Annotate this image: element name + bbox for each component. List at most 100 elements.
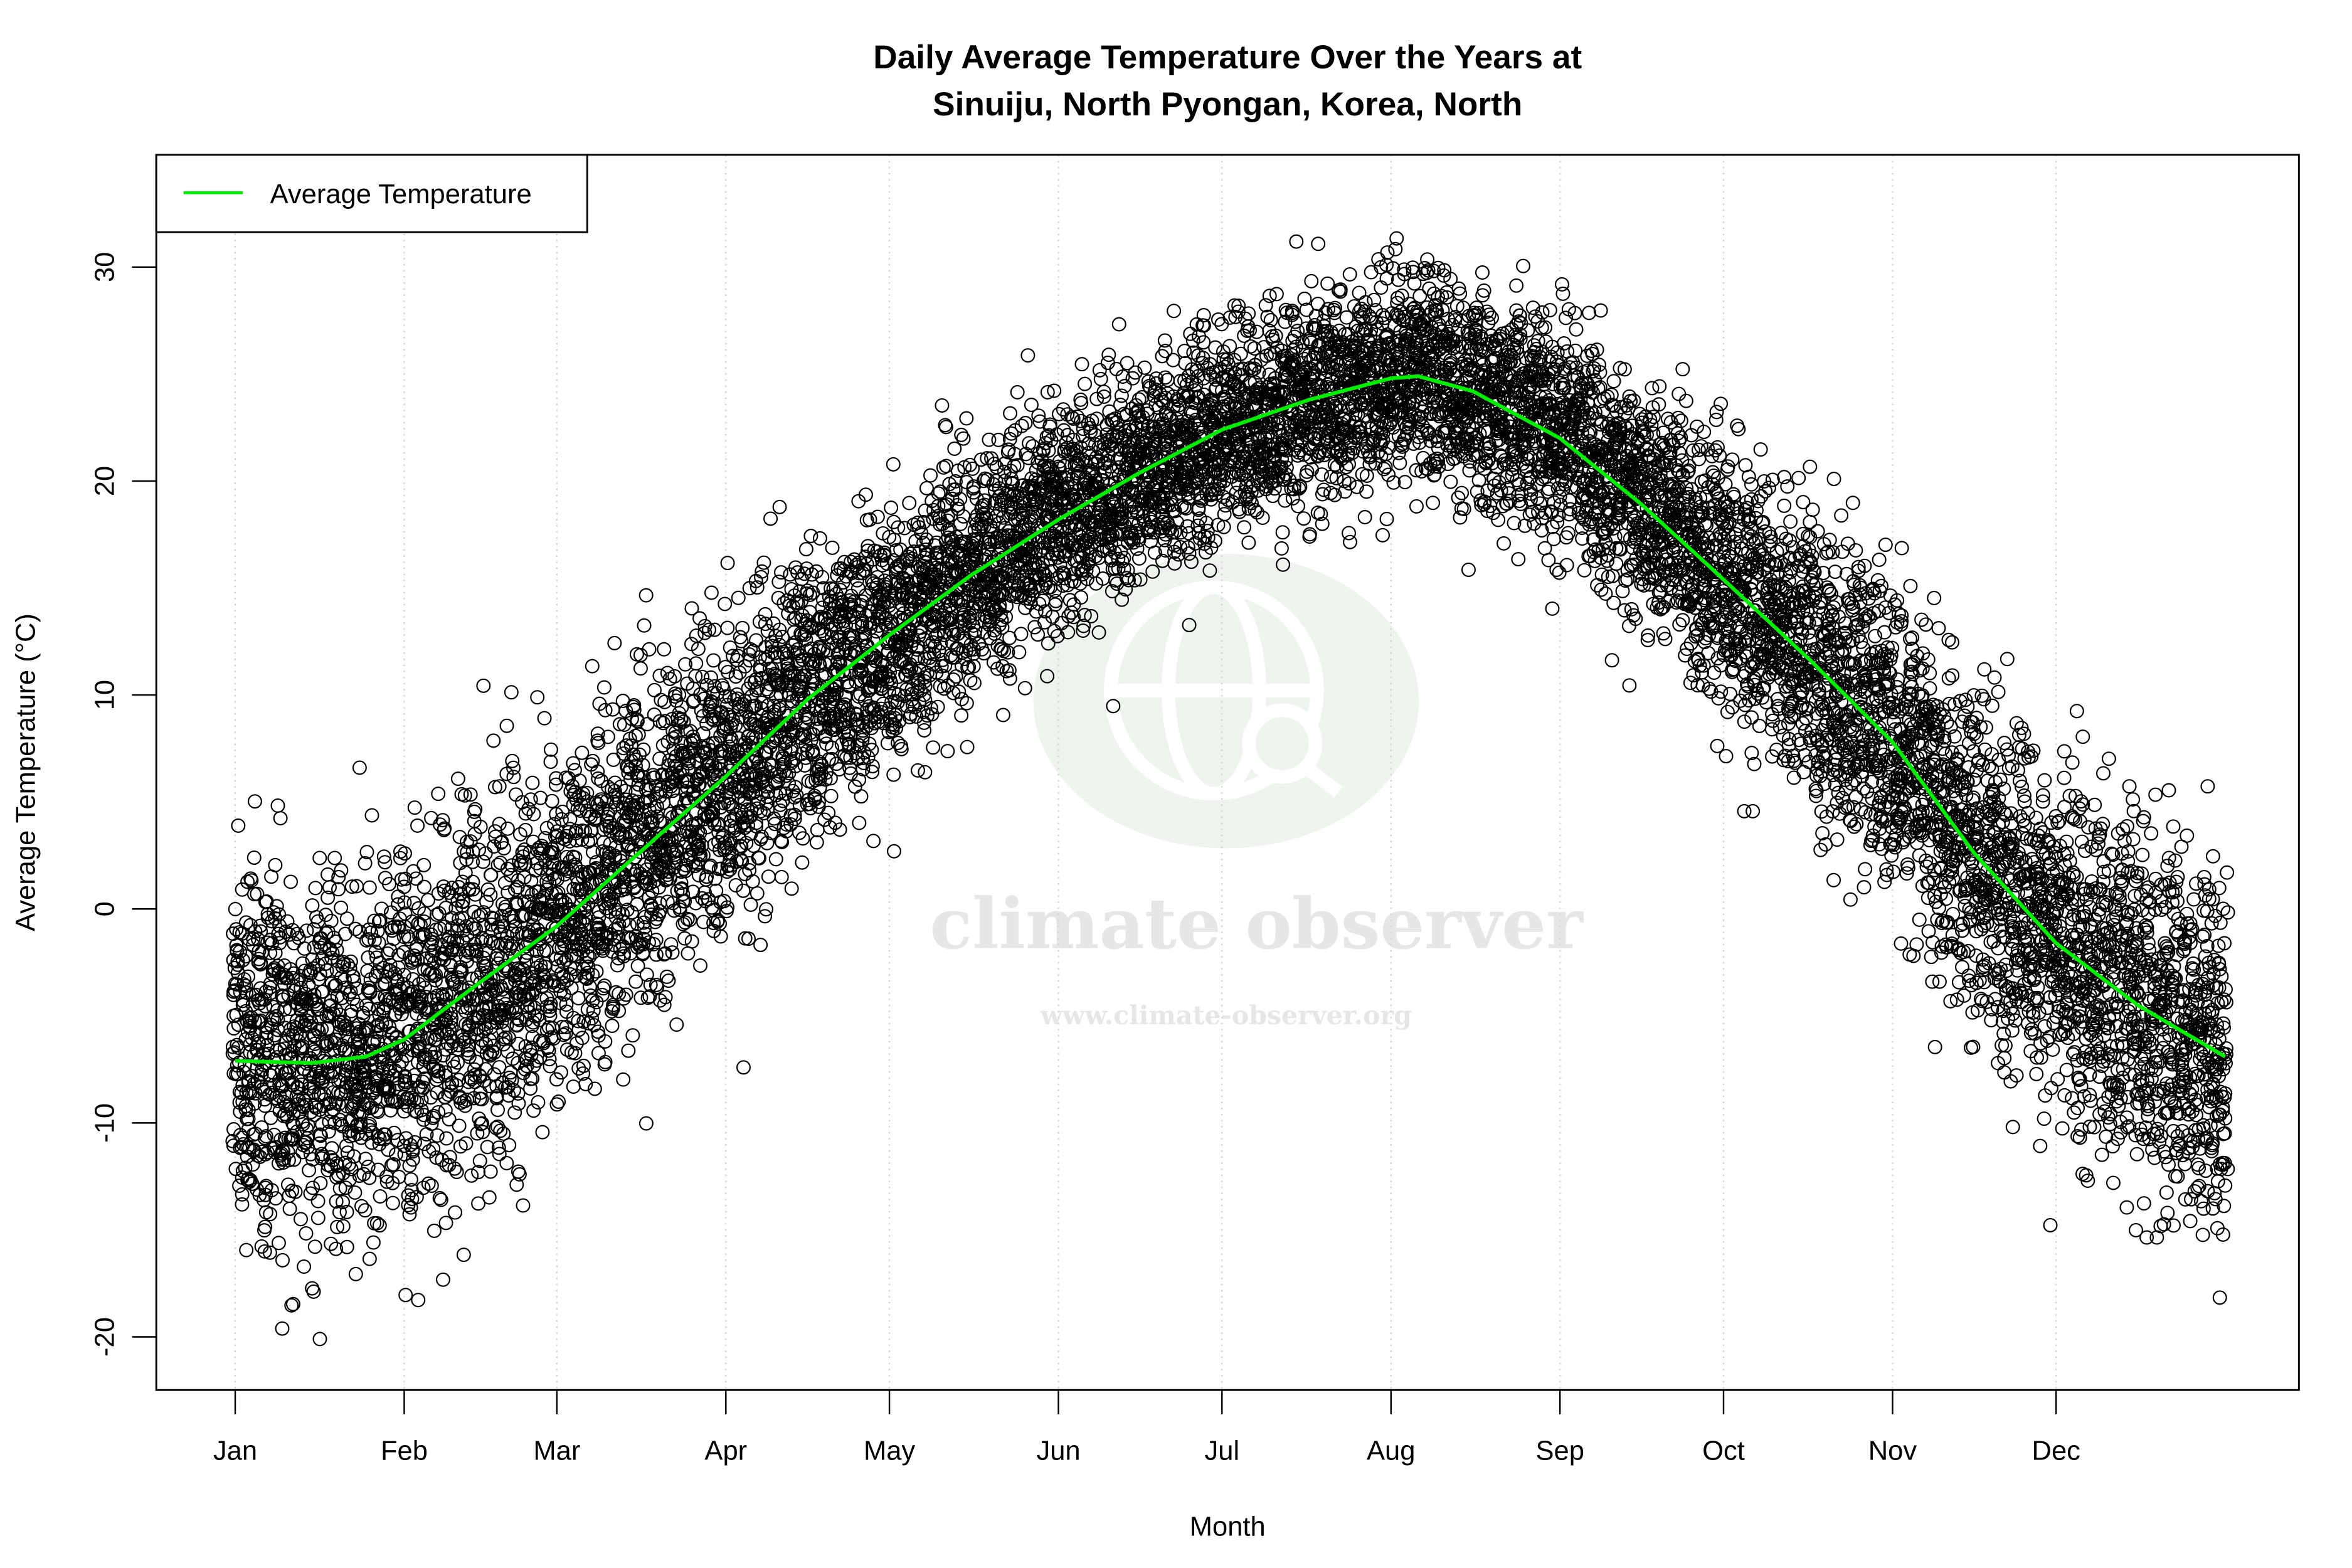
data-point bbox=[1207, 534, 1222, 549]
data-point bbox=[866, 834, 881, 849]
data-point bbox=[959, 411, 974, 426]
data-point bbox=[442, 1112, 457, 1127]
data-point bbox=[463, 787, 478, 802]
data-point bbox=[977, 493, 992, 508]
data-point bbox=[1671, 410, 1686, 425]
data-point bbox=[926, 740, 941, 755]
data-point bbox=[596, 680, 612, 695]
data-point bbox=[575, 1030, 590, 1046]
data-point bbox=[2075, 729, 2090, 744]
data-point bbox=[327, 850, 342, 866]
data-point bbox=[2069, 704, 2084, 719]
data-point bbox=[1031, 408, 1046, 423]
data-point bbox=[1047, 383, 1062, 398]
data-point bbox=[605, 1019, 620, 1034]
data-point bbox=[2166, 819, 2181, 834]
data-point bbox=[512, 827, 527, 842]
data-point bbox=[539, 882, 554, 898]
data-point bbox=[1805, 502, 1820, 517]
data-point bbox=[1707, 665, 1722, 681]
data-point bbox=[1461, 563, 1476, 577]
watermark-url: www.climate-observer.org bbox=[1040, 1000, 1412, 1030]
data-point bbox=[499, 1156, 514, 1170]
data-point bbox=[1426, 263, 1441, 278]
data-point bbox=[812, 531, 827, 546]
data-point bbox=[310, 1194, 326, 1209]
data-point bbox=[960, 739, 975, 755]
data-point bbox=[525, 775, 540, 790]
data-point bbox=[655, 716, 670, 731]
data-point bbox=[1003, 406, 1018, 421]
data-point bbox=[1954, 923, 1969, 938]
data-point bbox=[2109, 1019, 2124, 1034]
data-point bbox=[728, 669, 743, 684]
data-point bbox=[1826, 472, 1841, 487]
data-point bbox=[1255, 511, 1270, 526]
data-point bbox=[268, 857, 283, 872]
data-point bbox=[2136, 1196, 2151, 1211]
data-point bbox=[736, 883, 751, 898]
data-point bbox=[2057, 770, 2072, 785]
data-point bbox=[2193, 1052, 2208, 1067]
data-point bbox=[523, 1081, 538, 1096]
data-point bbox=[1089, 391, 1104, 406]
data-point bbox=[2029, 1066, 2044, 1081]
data-point bbox=[2017, 934, 2032, 949]
data-point bbox=[924, 707, 940, 722]
data-point bbox=[1509, 278, 1524, 293]
data-point bbox=[450, 771, 465, 787]
data-point bbox=[559, 997, 574, 1012]
data-point bbox=[798, 542, 813, 557]
data-point bbox=[935, 398, 950, 413]
data-point bbox=[1196, 308, 1211, 323]
data-point bbox=[301, 977, 316, 992]
data-point bbox=[2037, 1111, 2052, 1126]
data-point bbox=[1241, 535, 1256, 550]
data-point bbox=[1646, 426, 1661, 441]
data-point bbox=[908, 534, 923, 549]
data-point bbox=[982, 432, 997, 447]
data-point bbox=[336, 1219, 351, 1234]
data-point bbox=[1765, 472, 1780, 487]
data-point bbox=[756, 555, 771, 570]
data-point bbox=[331, 882, 346, 897]
data-point bbox=[1947, 729, 1962, 744]
data-point bbox=[431, 787, 446, 802]
data-point bbox=[535, 1125, 550, 1140]
data-point bbox=[1622, 678, 1637, 693]
data-point bbox=[704, 585, 719, 600]
data-point bbox=[1549, 563, 1564, 577]
data-point bbox=[1660, 411, 1675, 426]
data-point bbox=[2178, 1157, 2193, 1172]
data-point bbox=[1927, 591, 1942, 605]
data-point bbox=[1796, 495, 1811, 510]
data-point bbox=[809, 835, 824, 850]
data-point bbox=[226, 1138, 241, 1153]
data-point bbox=[2194, 1194, 2209, 1209]
data-point bbox=[566, 1079, 581, 1094]
data-point bbox=[2144, 826, 2159, 841]
data-point bbox=[684, 601, 699, 616]
data-point bbox=[1977, 662, 1992, 677]
data-point bbox=[993, 642, 1009, 657]
data-point bbox=[681, 761, 696, 776]
data-point bbox=[2080, 994, 2095, 1009]
data-point bbox=[1041, 443, 1056, 458]
data-point bbox=[1078, 376, 1093, 391]
watermark-logo-text: climate observer bbox=[930, 884, 1584, 965]
data-point bbox=[487, 780, 502, 795]
data-point bbox=[1672, 617, 1687, 632]
data-point bbox=[2102, 1116, 2117, 1131]
data-point bbox=[1342, 267, 1357, 282]
data-point bbox=[1343, 534, 1357, 549]
data-point bbox=[2119, 1200, 2134, 1215]
data-point bbox=[297, 1259, 312, 1274]
data-point bbox=[638, 588, 654, 603]
data-point bbox=[1167, 304, 1182, 319]
data-point bbox=[967, 627, 982, 642]
data-point bbox=[918, 765, 933, 780]
data-point bbox=[231, 818, 246, 833]
data-point bbox=[711, 788, 726, 803]
data-point bbox=[1780, 479, 1795, 494]
